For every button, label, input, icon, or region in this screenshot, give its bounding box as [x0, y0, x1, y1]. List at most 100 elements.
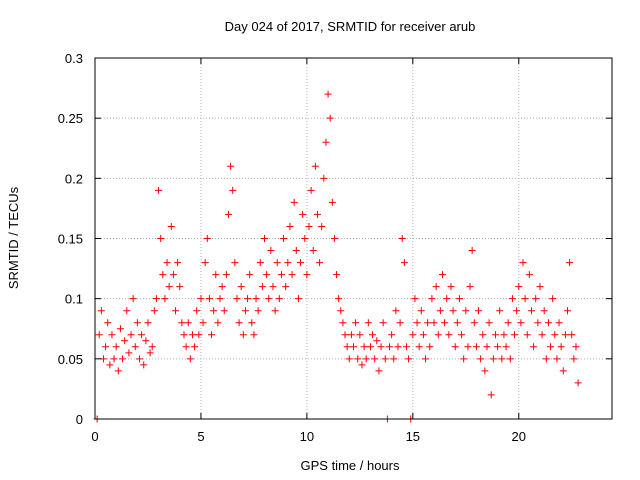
data-point — [297, 259, 305, 267]
data-point — [265, 295, 273, 303]
data-point — [566, 259, 574, 267]
data-point — [523, 331, 531, 339]
data-point — [422, 355, 430, 363]
data-point — [542, 355, 550, 363]
data-point — [155, 186, 163, 194]
chart-title: Day 024 of 2017, SRMTID for receiver aru… — [225, 19, 476, 34]
data-point — [301, 235, 309, 242]
data-point — [568, 331, 576, 339]
data-point — [352, 319, 360, 327]
data-point — [220, 307, 228, 315]
data-point — [193, 307, 201, 315]
data-point — [201, 259, 209, 267]
data-point — [309, 247, 317, 255]
data-point — [125, 349, 133, 357]
data-point — [506, 355, 514, 363]
data-point — [176, 283, 184, 291]
data-point — [339, 319, 347, 327]
data-point — [360, 343, 368, 351]
data-point — [443, 295, 451, 303]
data-point — [307, 186, 315, 194]
data-point — [227, 162, 235, 170]
x-tick-label: 20 — [512, 429, 526, 444]
y-tick-labels: 0 0.05 0.1 0.15 0.2 0.25 0.3 — [58, 51, 83, 427]
data-point — [224, 210, 232, 218]
data-point — [362, 355, 370, 363]
data-point — [449, 307, 457, 315]
data-point — [140, 361, 148, 369]
data-point — [354, 355, 362, 363]
data-point — [400, 259, 408, 267]
data-point — [121, 337, 129, 345]
data-point — [415, 343, 423, 351]
data-point — [477, 355, 485, 363]
data-point — [273, 259, 281, 267]
data-point — [544, 319, 552, 327]
data-point — [350, 343, 357, 351]
data-point — [188, 331, 196, 339]
data-point — [313, 210, 321, 218]
data-point — [392, 307, 400, 315]
data-point — [180, 331, 188, 339]
data-point — [152, 295, 160, 303]
data-point — [271, 307, 279, 315]
data-point — [464, 343, 472, 351]
data-point — [288, 271, 296, 279]
data-point — [341, 331, 349, 339]
data-point — [197, 295, 205, 303]
data-point — [320, 174, 328, 182]
data-point — [258, 283, 266, 291]
data-point — [290, 198, 298, 206]
data-point — [424, 319, 432, 327]
data-point — [540, 307, 548, 315]
data-point — [345, 355, 353, 363]
data-point — [547, 343, 555, 351]
data-point — [135, 355, 143, 363]
data-point — [261, 235, 269, 242]
data-point — [208, 331, 216, 339]
data-point — [496, 307, 504, 315]
data-point — [333, 271, 341, 279]
data-point — [231, 259, 239, 267]
data-point — [409, 331, 417, 339]
y-tick-label: 0.15 — [58, 232, 83, 247]
data-point — [108, 331, 116, 339]
data-point — [218, 283, 226, 291]
data-point — [252, 295, 260, 303]
data-point — [163, 259, 171, 267]
data-point — [379, 319, 387, 327]
data-point — [186, 355, 194, 363]
data-point — [564, 307, 572, 315]
data-point — [174, 259, 182, 267]
data-point — [142, 337, 150, 345]
data-point — [455, 295, 463, 303]
data-point — [549, 295, 557, 303]
data-point — [519, 259, 527, 267]
data-point — [292, 247, 300, 255]
data-point — [572, 343, 580, 351]
data-point — [405, 355, 413, 363]
data-point — [479, 331, 487, 339]
y-tick-label: 0.3 — [65, 51, 83, 66]
data-point — [498, 355, 506, 363]
data-point — [119, 355, 127, 363]
data-point — [538, 331, 546, 339]
data-point — [561, 331, 569, 339]
data-point — [250, 331, 258, 339]
data-point — [248, 319, 256, 327]
data-point — [487, 391, 495, 399]
data-point — [458, 331, 466, 339]
data-point — [269, 283, 277, 291]
data-point — [483, 343, 491, 351]
data-point — [286, 222, 294, 230]
data-point — [237, 283, 245, 291]
x-tick-label: 15 — [406, 429, 420, 444]
data-point — [195, 331, 203, 339]
data-point — [364, 319, 372, 327]
y-tick-label: 0.2 — [65, 171, 83, 186]
data-point — [191, 343, 199, 351]
data-point — [468, 247, 476, 255]
data-point — [517, 319, 525, 327]
data-point — [214, 319, 222, 327]
